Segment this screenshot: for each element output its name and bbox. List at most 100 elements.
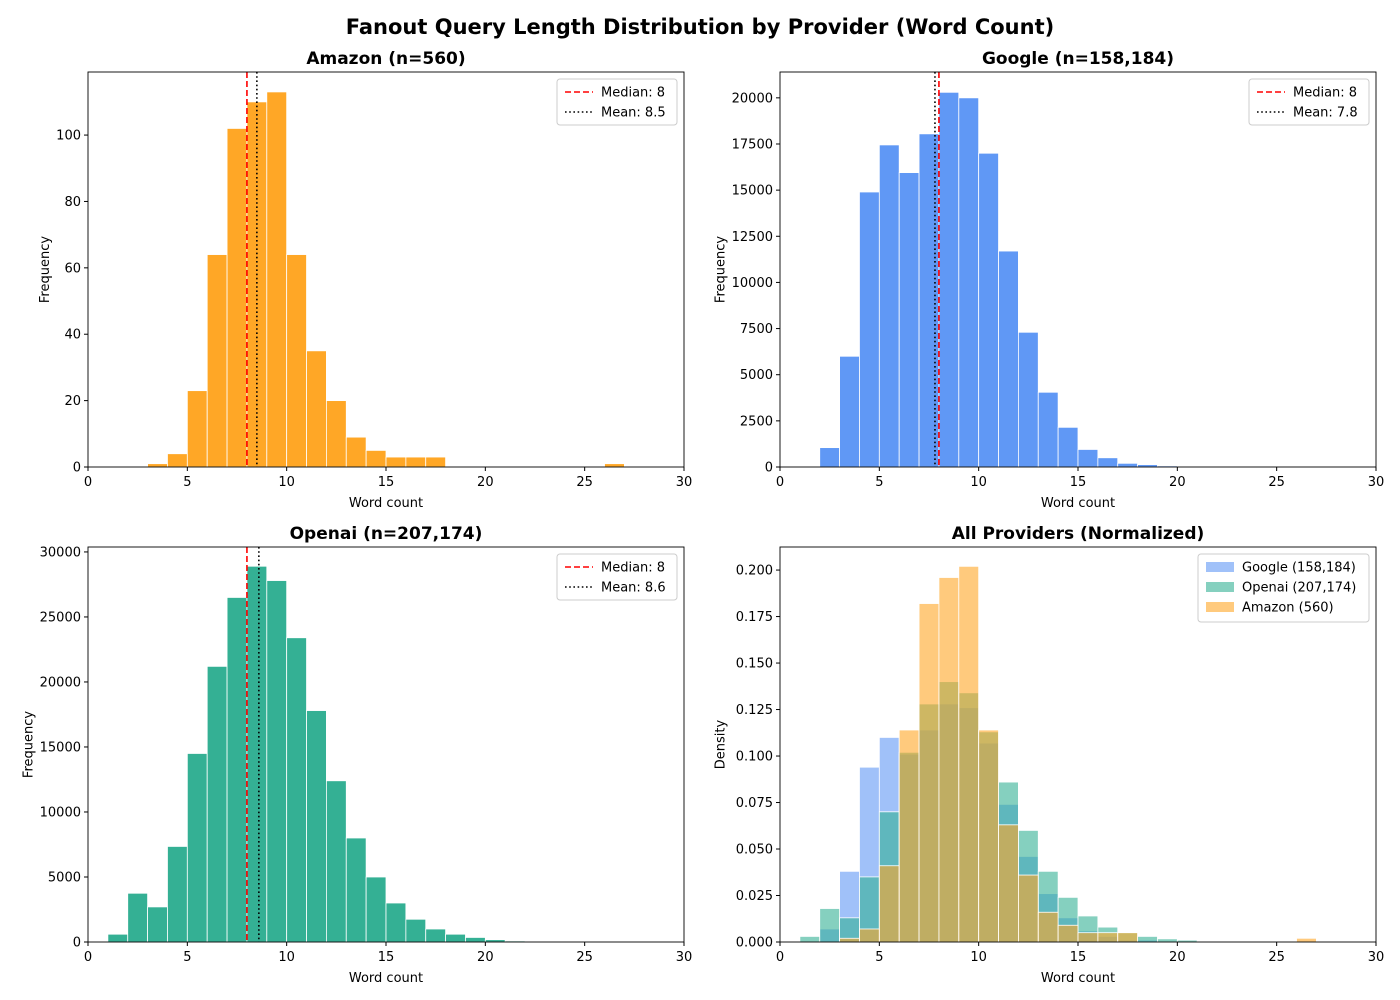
histogram-bar <box>1137 936 1158 943</box>
y-tick-label: 0.000 <box>736 936 773 951</box>
x-tick-label: 5 <box>875 950 883 965</box>
x-tick-label: 30 <box>1368 475 1385 490</box>
y-tick-label: 20000 <box>40 675 81 690</box>
x-tick-label: 25 <box>1268 475 1285 490</box>
legend: Median: 8 Mean: 8.5 <box>556 78 678 126</box>
y-tick-label: 15000 <box>40 740 81 755</box>
y-axis-label: Density <box>714 719 729 769</box>
y-tick-label: 25000 <box>40 610 81 625</box>
legend: Median: 8 Mean: 8.6 <box>556 553 678 601</box>
histogram-bar <box>365 876 387 943</box>
legend-swatch <box>1206 562 1234 572</box>
x-tick-label: 25 <box>1268 950 1285 965</box>
histogram-bar <box>445 933 466 943</box>
histogram-bar <box>325 780 347 943</box>
y-tick-label: 0.150 <box>736 657 773 672</box>
histogram-bar <box>998 824 1019 943</box>
histogram-bar <box>958 565 980 943</box>
histogram-bar <box>186 390 208 468</box>
subplot-title: All Providers (Normalized) <box>952 524 1205 544</box>
histogram-bar <box>898 172 920 468</box>
histogram-bar <box>1057 426 1079 468</box>
legend-box <box>556 78 678 126</box>
y-tick-label: 60 <box>64 261 81 276</box>
x-tick-label: 20 <box>477 475 494 490</box>
y-tick-label: 0 <box>765 461 773 476</box>
legend-label: Openai (207,174) <box>1242 581 1356 596</box>
x-tick-label: 20 <box>477 950 494 965</box>
y-tick-label: 20 <box>64 394 81 409</box>
legend: Google (158,184) Openai (207,174) Amazon (… <box>1197 553 1370 623</box>
subplot-1: 0 5 10 15 20 25 30 0 20 40 60 80 100 Amazon (n=560) Wo… <box>38 49 692 511</box>
histogram-bar <box>1018 331 1039 468</box>
y-tick-label: 10000 <box>732 276 773 291</box>
x-tick-label: 15 <box>378 950 395 965</box>
histogram-bar <box>938 577 960 943</box>
legend: Median: 8 Mean: 7.8 <box>1248 78 1370 126</box>
legend-label: Mean: 8.5 <box>601 106 666 121</box>
y-axis-label: Frequency <box>22 711 37 778</box>
x-tick-label: 25 <box>576 475 593 490</box>
histogram-bar <box>425 928 447 943</box>
histogram-bar <box>405 918 427 943</box>
x-tick-label: 20 <box>1169 475 1186 490</box>
legend-label: Amazon (560) <box>1242 601 1334 616</box>
x-tick-label: 0 <box>776 950 784 965</box>
histogram-bar <box>286 254 307 468</box>
histogram-bar <box>1097 457 1119 468</box>
x-axis-label: Word count <box>1041 971 1115 986</box>
histogram-bar <box>167 846 188 943</box>
y-tick-label: 20000 <box>732 91 773 106</box>
histogram-bar <box>918 133 940 468</box>
y-tick-label: 7500 <box>740 322 773 337</box>
y-tick-label: 17500 <box>732 137 773 152</box>
histogram-bar <box>226 128 248 468</box>
y-tick-label: 0.200 <box>736 564 773 579</box>
histogram-bar <box>998 250 1019 468</box>
y-tick-label: 5000 <box>48 870 81 885</box>
x-tick-label: 30 <box>1368 950 1385 965</box>
histogram-bar <box>306 350 327 468</box>
x-axis-label: Word count <box>349 496 423 511</box>
legend-label: Median: 8 <box>1293 86 1357 101</box>
histogram-bar <box>1018 874 1039 943</box>
histogram-bar <box>385 902 407 943</box>
histogram-bar <box>167 453 188 468</box>
legend-label: Google (158,184) <box>1242 561 1356 576</box>
x-tick-label: 0 <box>84 475 92 490</box>
x-tick-label: 10 <box>278 475 295 490</box>
x-tick-label: 15 <box>1070 475 1087 490</box>
subplot-title: Openai (n=207,174) <box>290 524 483 544</box>
x-tick-label: 5 <box>183 475 191 490</box>
x-tick-label: 30 <box>676 950 693 965</box>
x-axis-label: Word count <box>349 971 423 986</box>
histogram-bar <box>425 456 447 468</box>
histogram-bar <box>859 928 880 943</box>
x-tick-label: 0 <box>776 475 784 490</box>
histogram-bar <box>878 144 900 468</box>
histogram-bar <box>1117 932 1138 943</box>
y-tick-label: 0.100 <box>736 750 773 765</box>
y-tick-label: 30000 <box>40 545 81 560</box>
y-tick-label: 15000 <box>732 184 773 199</box>
x-tick-label: 15 <box>1070 950 1087 965</box>
legend-label: Median: 8 <box>601 86 665 101</box>
histogram-bar <box>1157 938 1178 943</box>
x-tick-label: 30 <box>676 475 693 490</box>
y-tick-label: 0.050 <box>736 843 773 858</box>
histogram-bar <box>325 400 347 468</box>
y-tick-label: 0.025 <box>736 889 773 904</box>
y-tick-label: 100 <box>56 129 81 144</box>
legend-label: Mean: 7.8 <box>1293 106 1358 121</box>
histogram-bar <box>127 892 148 943</box>
histogram-bar <box>206 665 228 943</box>
histogram-bar <box>147 463 168 468</box>
histogram-bar <box>345 837 367 943</box>
x-axis-label: Word count <box>1041 496 1115 511</box>
histogram-bar <box>1097 932 1119 943</box>
x-tick-label: 5 <box>183 950 191 965</box>
histogram-bar <box>958 97 980 468</box>
legend-label: Mean: 8.6 <box>601 581 666 596</box>
histogram-bar <box>266 580 288 943</box>
